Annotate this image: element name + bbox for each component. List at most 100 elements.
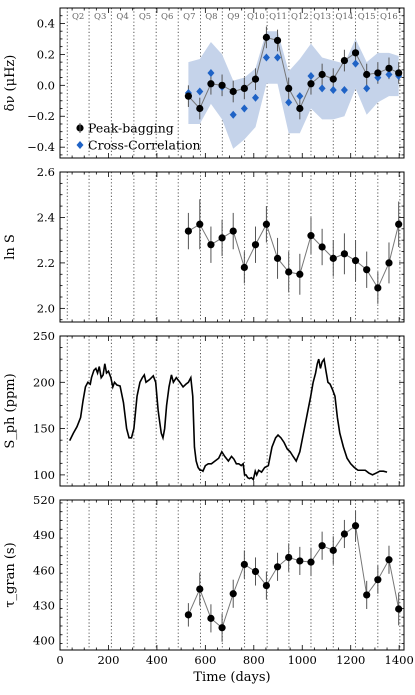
data-point bbox=[329, 546, 337, 554]
data-point bbox=[307, 232, 315, 240]
ylabel-ln-s: ln S bbox=[3, 234, 18, 260]
quarter-label: Q16 bbox=[380, 12, 398, 22]
axes-frame bbox=[59, 7, 405, 159]
data-point bbox=[273, 254, 282, 262]
y-tick-label: −0.2 bbox=[27, 109, 55, 123]
quarter-label: Q12 bbox=[291, 12, 309, 22]
x-tick-label: 400 bbox=[146, 653, 168, 667]
y-tick-label: 2.2 bbox=[37, 256, 55, 270]
plot-area bbox=[66, 500, 403, 650]
y-tick-label: −0.4 bbox=[27, 140, 55, 154]
legend-marker-cross bbox=[76, 141, 84, 149]
data-point bbox=[196, 220, 204, 228]
legend-label-cross: Cross-Correlation bbox=[88, 138, 201, 153]
data-point bbox=[329, 75, 337, 83]
y-tick-label: 520 bbox=[33, 493, 55, 507]
ylabel-tau-gran: τ_gran (s) bbox=[3, 542, 18, 607]
cross-correlation-point bbox=[296, 92, 304, 101]
data-point bbox=[207, 80, 215, 88]
data-point bbox=[385, 556, 393, 564]
data-point bbox=[395, 220, 403, 228]
data-point bbox=[251, 75, 260, 83]
x-tick-label: 800 bbox=[243, 653, 265, 667]
data-point bbox=[285, 84, 293, 93]
y-tick-label: 430 bbox=[33, 598, 55, 612]
data-point bbox=[262, 581, 270, 590]
panel-frequency-shift: Q2 Q3 Q4 Q5 Q6 Q7 Q8 Q9 Q10 Q11 Q12 Q13 Q14 Q15 Q16 −0.… bbox=[3, 7, 405, 159]
y-tick-label: 100 bbox=[33, 468, 55, 482]
data-point bbox=[351, 49, 360, 57]
y-tick-label: 0.2 bbox=[37, 47, 55, 61]
x-tick-label: 1000 bbox=[288, 653, 317, 667]
legend: Peak-bagging Cross-Correlation bbox=[76, 121, 201, 153]
y-tick-label: 2.0 bbox=[37, 301, 55, 315]
plot-area bbox=[66, 336, 401, 486]
plot-area bbox=[66, 172, 403, 322]
quarter-label: Q7 bbox=[183, 12, 195, 22]
quarter-label: Q13 bbox=[313, 12, 331, 22]
cross-correlation-point bbox=[307, 72, 315, 81]
data-point bbox=[296, 104, 304, 113]
data-point bbox=[385, 64, 393, 72]
data-point bbox=[184, 227, 192, 235]
data-point bbox=[318, 70, 326, 79]
data-point bbox=[363, 266, 371, 274]
data-point bbox=[340, 56, 349, 65]
data-point bbox=[229, 227, 237, 235]
quarter-label: Q5 bbox=[139, 12, 151, 22]
data-point bbox=[207, 241, 215, 249]
quarter-label: Q8 bbox=[205, 12, 217, 22]
data-point bbox=[363, 70, 371, 79]
data-point bbox=[374, 576, 382, 584]
quarter-label: Q4 bbox=[116, 12, 128, 22]
axes-frame bbox=[59, 499, 405, 651]
legend-label-peak: Peak-bagging bbox=[88, 121, 174, 136]
data-point bbox=[251, 241, 260, 249]
data-point bbox=[318, 542, 326, 550]
data-point bbox=[318, 243, 326, 251]
data-point bbox=[273, 563, 282, 571]
axes-frame bbox=[59, 335, 405, 487]
axes-frame bbox=[59, 171, 405, 323]
cross-correlation-point bbox=[285, 98, 293, 107]
data-point bbox=[340, 530, 349, 538]
cross-correlation-point bbox=[385, 70, 393, 79]
data-point bbox=[340, 250, 349, 258]
data-point bbox=[229, 87, 237, 96]
y-tick-label: 400 bbox=[33, 634, 55, 648]
quarter-label: Q9 bbox=[227, 12, 239, 22]
data-point bbox=[262, 33, 270, 41]
data-point bbox=[307, 80, 315, 88]
x-tick-label: 1200 bbox=[336, 653, 365, 667]
x-axis-label: Time (days) bbox=[193, 670, 270, 685]
data-point bbox=[374, 284, 382, 292]
ylabel-sph: S_ph (ppm) bbox=[3, 373, 18, 448]
cross-correlation-point bbox=[240, 104, 248, 113]
x-tick-label: 600 bbox=[194, 653, 216, 667]
quarter-label: Q11 bbox=[269, 12, 287, 22]
cross-correlation-point bbox=[340, 85, 348, 94]
x-tick-label: 0 bbox=[56, 653, 63, 667]
series-line bbox=[68, 357, 388, 482]
quarter-label: Q2 bbox=[72, 12, 84, 22]
data-point bbox=[395, 605, 403, 613]
data-point bbox=[285, 268, 293, 276]
data-point bbox=[351, 257, 360, 265]
y-tick-label: 200 bbox=[33, 375, 55, 389]
data-point bbox=[207, 614, 215, 622]
y-tick-label: 250 bbox=[33, 329, 55, 343]
y-tick-label: 0.0 bbox=[37, 78, 55, 92]
panel-sph: 100 150 200 250 S_ph (ppm) bbox=[3, 329, 405, 487]
quarter-label: Q14 bbox=[336, 12, 354, 22]
cross-correlation-point bbox=[251, 93, 259, 102]
data-point bbox=[218, 624, 226, 632]
data-point bbox=[395, 69, 403, 77]
cross-correlation-point bbox=[262, 53, 270, 62]
quarter-label: Q6 bbox=[161, 12, 173, 22]
data-point bbox=[262, 220, 270, 228]
cross-correlation-point bbox=[207, 68, 215, 77]
series-line bbox=[187, 524, 400, 629]
data-point bbox=[229, 590, 237, 598]
cross-correlation-point bbox=[318, 84, 326, 93]
